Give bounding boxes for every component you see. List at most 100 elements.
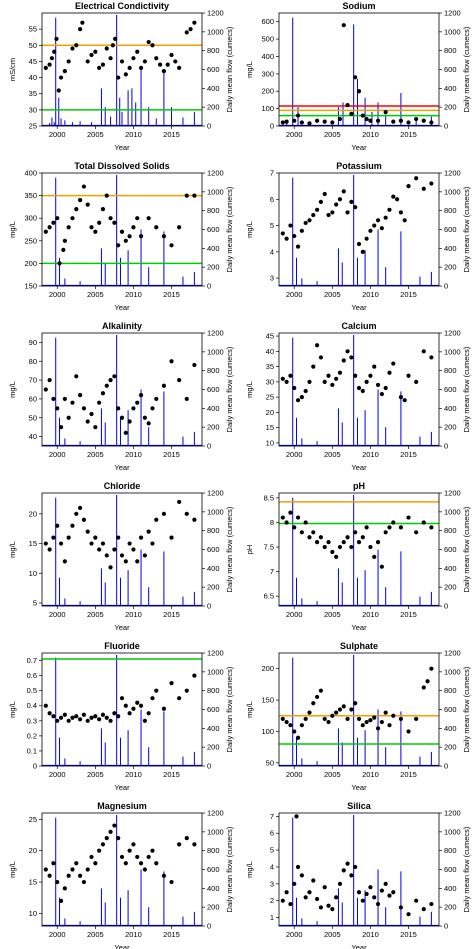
data-points xyxy=(280,510,434,569)
data-point xyxy=(89,715,94,720)
data-point xyxy=(58,75,64,80)
y-tick-label: 50 xyxy=(29,41,37,50)
x-tick-label: 2010 xyxy=(125,610,142,619)
y2-axis-label: Daily mean flow (cumecs) xyxy=(462,26,471,112)
data-point xyxy=(330,713,335,718)
y-tick-label: 0 xyxy=(33,762,37,771)
data-point xyxy=(322,379,327,384)
data-point xyxy=(307,890,312,895)
data-point xyxy=(77,717,83,722)
data-point xyxy=(318,199,324,205)
x-tick-label: 2010 xyxy=(362,770,379,779)
data-point xyxy=(360,535,365,540)
data-point xyxy=(154,861,159,866)
data-point xyxy=(123,72,128,77)
y-tick-label: 35 xyxy=(29,89,37,98)
data-point xyxy=(334,202,339,207)
y2-tick-label: 800 xyxy=(207,206,220,215)
y2-tick-label: 1200 xyxy=(444,489,461,498)
data-point xyxy=(421,118,426,123)
y2-tick-label: 800 xyxy=(444,366,457,375)
data-point xyxy=(110,43,115,48)
data-point xyxy=(353,701,358,706)
x-tick-label: 2010 xyxy=(125,930,142,939)
y2-tick-label: 400 xyxy=(207,84,220,93)
y2-tick-label: 1200 xyxy=(207,489,224,498)
data-point xyxy=(330,210,335,215)
data-point xyxy=(58,898,64,903)
y2-tick-label: 200 xyxy=(207,103,220,112)
y-tick-label: 60 xyxy=(29,394,37,403)
data-point xyxy=(337,116,343,122)
data-point xyxy=(97,220,102,225)
y-tick-label: 0.1 xyxy=(27,746,37,755)
data-point xyxy=(55,406,60,411)
data-point xyxy=(356,385,362,391)
data-point xyxy=(345,349,350,354)
y2-tick-label: 400 xyxy=(207,404,220,413)
x-tick-label: 2010 xyxy=(125,450,142,459)
data-point xyxy=(116,243,121,248)
data-point xyxy=(127,541,132,546)
data-point xyxy=(131,706,136,711)
y2-tick-label: 1200 xyxy=(444,649,461,658)
data-point xyxy=(116,406,121,411)
y2-tick-label: 800 xyxy=(444,46,457,55)
data-point xyxy=(314,207,320,212)
y-tick-label: 150 xyxy=(24,282,37,291)
data-point xyxy=(303,895,308,900)
plot-frame xyxy=(278,492,440,607)
y2-tick-label: 200 xyxy=(207,903,220,912)
x-axis-label: Year xyxy=(114,463,130,472)
data-point xyxy=(299,873,304,878)
data-point xyxy=(337,544,343,550)
data-point xyxy=(58,715,64,720)
x-axis-label: Year xyxy=(114,303,130,312)
data-point xyxy=(131,56,136,61)
data-point xyxy=(314,540,320,545)
y2-axis-label: Daily mean flow (cumecs) xyxy=(225,26,234,112)
y2-tick-label: 0 xyxy=(444,602,448,611)
data-point xyxy=(288,373,293,378)
y2-tick-label: 1200 xyxy=(444,9,461,18)
y2-tick-label: 1000 xyxy=(444,507,461,516)
data-point xyxy=(104,715,109,720)
data-point xyxy=(43,703,48,708)
data-point xyxy=(429,120,434,125)
data-point xyxy=(138,65,144,70)
data-point xyxy=(368,544,373,550)
data-point xyxy=(161,706,167,711)
data-point xyxy=(150,541,155,546)
data-point xyxy=(341,189,346,194)
data-point xyxy=(74,861,79,866)
x-tick-label: 2015 xyxy=(400,930,417,939)
y2-tick-label: 800 xyxy=(444,686,457,695)
x-tick-label: 2000 xyxy=(49,770,66,779)
flow-series xyxy=(42,814,202,927)
y-tick-label: 250 xyxy=(24,236,37,245)
data-point xyxy=(104,836,109,841)
data-point xyxy=(379,564,384,569)
data-point xyxy=(295,244,301,249)
x-tick-label: 2005 xyxy=(87,770,104,779)
data-point xyxy=(295,735,301,740)
data-point xyxy=(100,62,106,67)
y2-tick-label: 1000 xyxy=(207,27,224,36)
y-tick-label: 0.4 xyxy=(27,701,37,710)
chart-title: Magnesium xyxy=(97,801,147,811)
data-point xyxy=(429,355,434,360)
data-point xyxy=(372,554,377,559)
data-point xyxy=(402,398,407,403)
data-point xyxy=(368,885,373,890)
y2-tick-label: 0 xyxy=(444,282,448,291)
data-point xyxy=(52,49,57,54)
data-point xyxy=(142,59,147,64)
data-point xyxy=(379,719,384,725)
y-tick-label: 4 xyxy=(270,247,274,256)
data-point xyxy=(326,212,331,218)
data-point xyxy=(146,216,151,221)
data-point xyxy=(364,236,369,241)
